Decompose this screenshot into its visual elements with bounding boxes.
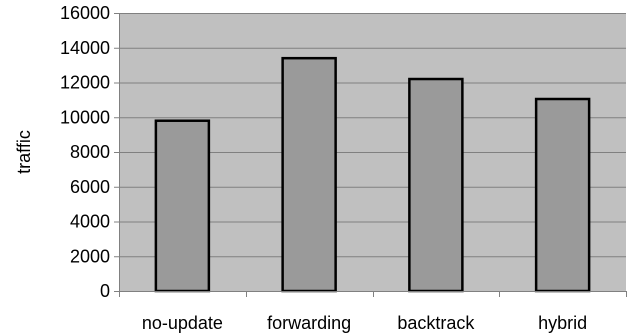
y-tick-label: 12000 [60,73,110,93]
y-tick-label: 6000 [70,177,110,197]
axes [114,13,627,297]
y-tick-label: 0 [100,281,110,301]
bar-no-update [154,119,211,293]
x-tick-label: backtrack [397,313,475,333]
x-tick-label: no-update [142,313,223,333]
bar-forwarding [281,56,337,293]
bar-hybrid [534,97,591,293]
y-tick-label: 16000 [60,3,110,23]
y-tick-label: 10000 [60,107,110,127]
x-tick-label: forwarding [267,313,351,333]
y-tick-label: 4000 [70,212,110,232]
y-tick-label: 8000 [70,142,110,162]
y-tick-label: 2000 [70,246,110,266]
bar-backtrack [408,77,464,293]
y-tick-label: 14000 [60,38,110,58]
bars [154,56,591,293]
x-tick-labels: no-update forwarding backtrack hybrid [142,313,587,333]
y-tick-labels: 0 2000 4000 6000 8000 10000 12000 14000 16000 [60,3,110,301]
x-tick-label: hybrid [538,313,587,333]
y-axis-title: traffic [14,130,34,174]
